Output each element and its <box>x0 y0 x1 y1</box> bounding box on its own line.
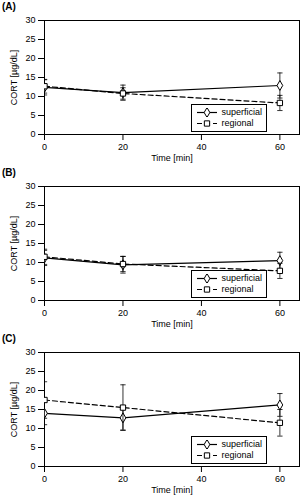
html-text:(B): (B) <box>2 167 16 178</box>
svg-text:20: 20 <box>118 308 128 318</box>
svg-text:10: 10 <box>25 257 35 267</box>
html-text:regional: regional <box>221 450 254 460</box>
svg-text:15: 15 <box>25 72 35 82</box>
svg-text:60: 60 <box>275 474 285 484</box>
svg-text:5: 5 <box>30 276 35 286</box>
html-text:superficial: superficial <box>221 107 262 117</box>
svg-text:CORT [µg/dL]: CORT [µg/dL] <box>9 216 19 271</box>
svg-text:20: 20 <box>25 53 35 63</box>
svg-text:5: 5 <box>30 110 35 120</box>
svg-text:0: 0 <box>30 461 35 471</box>
html-text:superficial: superficial <box>221 273 262 283</box>
svg-text:15: 15 <box>25 238 35 248</box>
svg-text:15: 15 <box>25 404 35 414</box>
svg-text:Time [min]: Time [min] <box>151 485 193 495</box>
svg-text:5: 5 <box>30 442 35 452</box>
svg-text:40: 40 <box>196 142 206 152</box>
svg-text:0: 0 <box>42 308 47 318</box>
svg-text:30: 30 <box>25 347 35 357</box>
svg-text:40: 40 <box>196 308 206 318</box>
html-text:regional: regional <box>221 118 254 128</box>
svg-text:25: 25 <box>25 200 35 210</box>
svg-text:20: 20 <box>118 142 128 152</box>
svg-text:0: 0 <box>42 142 47 152</box>
svg-text:CORT [µg/dL]: CORT [µg/dL] <box>9 50 19 105</box>
svg-text:60: 60 <box>275 308 285 318</box>
svg-text:30: 30 <box>25 181 35 191</box>
svg-text:0: 0 <box>30 129 35 139</box>
html-text:regional: regional <box>221 284 254 294</box>
svg-text:CORT [µg/dL]: CORT [µg/dL] <box>9 382 19 437</box>
svg-text:20: 20 <box>118 474 128 484</box>
svg-text:Time [min]: Time [min] <box>151 319 193 329</box>
svg-text:20: 20 <box>25 219 35 229</box>
svg-text:0: 0 <box>42 474 47 484</box>
svg-text:25: 25 <box>25 34 35 44</box>
svg-text:25: 25 <box>25 366 35 376</box>
svg-text:10: 10 <box>25 423 35 433</box>
html-text:(A): (A) <box>2 1 16 12</box>
svg-text:30: 30 <box>25 15 35 25</box>
svg-text:40: 40 <box>196 474 206 484</box>
html-text:(C): (C) <box>2 333 16 344</box>
svg-text:60: 60 <box>275 142 285 152</box>
svg-text:10: 10 <box>25 91 35 101</box>
html-text:superficial: superficial <box>221 439 262 449</box>
svg-text:20: 20 <box>25 385 35 395</box>
svg-text:0: 0 <box>30 295 35 305</box>
svg-text:Time [min]: Time [min] <box>151 153 193 163</box>
